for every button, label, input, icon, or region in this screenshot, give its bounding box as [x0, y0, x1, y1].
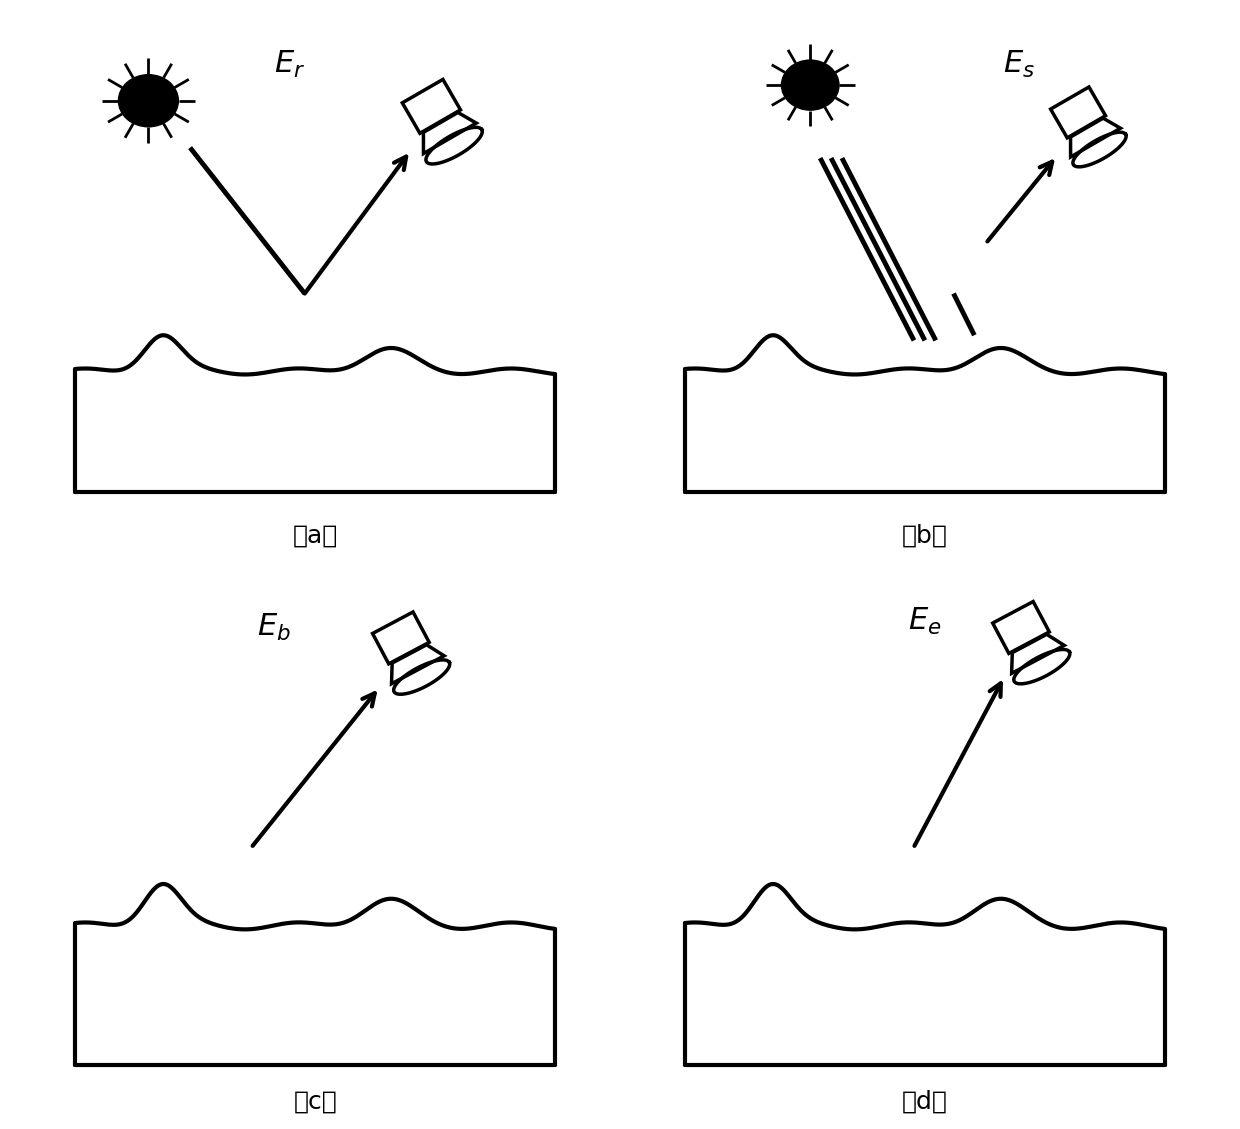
- Polygon shape: [686, 335, 1164, 491]
- Text: （b）: （b）: [901, 524, 947, 548]
- Ellipse shape: [781, 60, 839, 111]
- Polygon shape: [686, 884, 1164, 1065]
- Text: $E_r$: $E_r$: [274, 49, 305, 80]
- Text: $E_e$: $E_e$: [908, 606, 941, 638]
- Text: （a）: （a）: [293, 524, 337, 548]
- Ellipse shape: [119, 75, 179, 126]
- Polygon shape: [76, 335, 554, 491]
- Text: $E_s$: $E_s$: [1003, 49, 1034, 80]
- Text: （c）: （c）: [294, 1089, 337, 1113]
- Polygon shape: [76, 884, 554, 1065]
- Text: （d）: （d）: [901, 1089, 947, 1113]
- Text: $E_b$: $E_b$: [257, 612, 290, 642]
